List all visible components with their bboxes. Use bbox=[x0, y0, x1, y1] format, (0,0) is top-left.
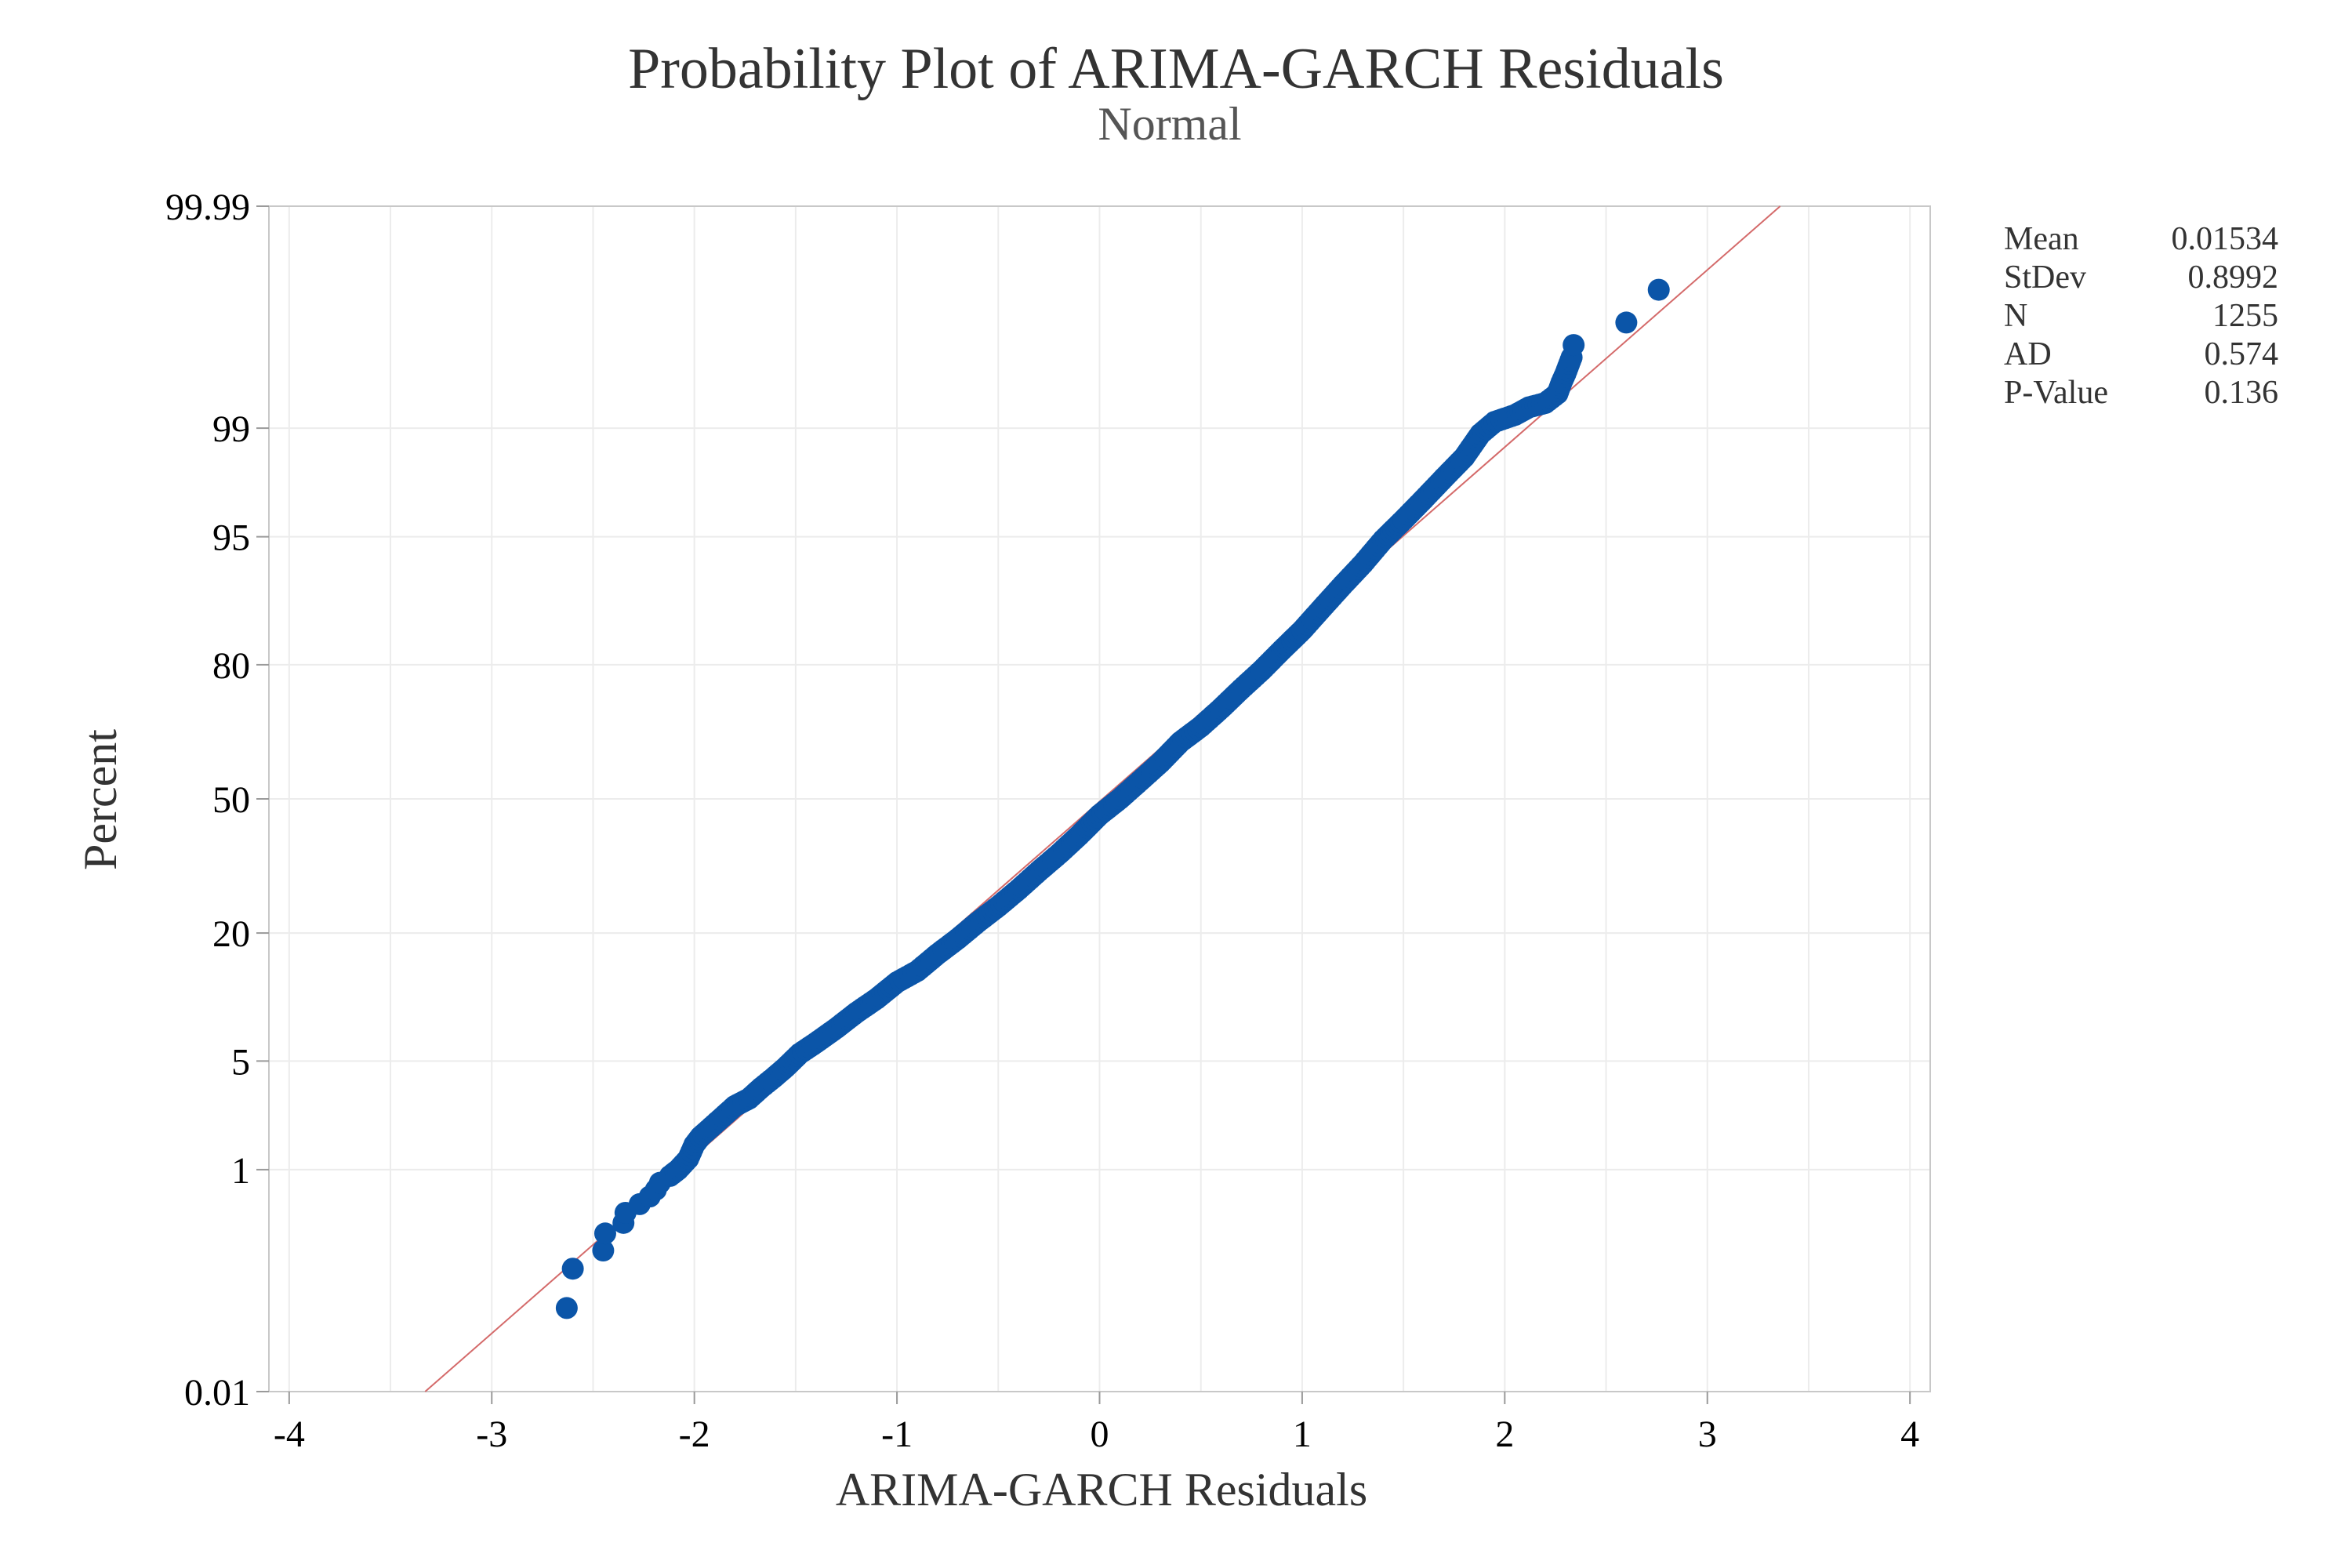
x-tick-label: -1 bbox=[881, 1414, 913, 1455]
x-tick-label: -4 bbox=[274, 1414, 305, 1455]
stat-value: 1255 bbox=[2212, 298, 2278, 334]
y-tick-label: 0.01 bbox=[184, 1372, 250, 1414]
stat-label: P-Value bbox=[2004, 375, 2108, 411]
y-tick-label: 80 bbox=[212, 645, 250, 687]
stat-value: 0.136 bbox=[2205, 375, 2279, 411]
y-tick-label: 5 bbox=[231, 1041, 250, 1083]
axis-ticks: -4 -3 -2 -1 0 1 2 3 4 0.01 1 5 20 50 80 95 99 99.99 bbox=[165, 187, 1919, 1455]
y-tick-label: 1 bbox=[231, 1150, 250, 1192]
stat-value: 0.574 bbox=[2205, 336, 2279, 372]
x-tick-label: 1 bbox=[1293, 1414, 1312, 1455]
chart-subtitle: Normal bbox=[1098, 98, 1241, 150]
data-point bbox=[555, 1297, 578, 1319]
data-points bbox=[555, 278, 1670, 1319]
y-tick-label: 99.99 bbox=[165, 187, 250, 228]
stat-label: AD bbox=[2004, 336, 2052, 372]
stat-label: StDev bbox=[2004, 260, 2086, 296]
chart-title: Probability Plot of ARIMA-GARCH Residual… bbox=[628, 37, 1724, 101]
y-tick-label: 95 bbox=[212, 517, 250, 559]
x-tick-label: -2 bbox=[679, 1414, 710, 1455]
x-tick-label: 3 bbox=[1698, 1414, 1717, 1455]
x-tick-label: 4 bbox=[1900, 1414, 1919, 1455]
data-point bbox=[592, 1240, 615, 1262]
y-tick-label: 20 bbox=[212, 913, 250, 955]
data-point bbox=[593, 1222, 616, 1245]
data-point bbox=[1615, 311, 1638, 334]
data-point bbox=[561, 1258, 584, 1280]
data-point bbox=[1647, 278, 1670, 301]
y-tick-label: 99 bbox=[212, 408, 250, 450]
grid-lines bbox=[269, 205, 1930, 1392]
x-tick-label: -3 bbox=[476, 1414, 507, 1455]
x-tick-label: 0 bbox=[1091, 1414, 1109, 1455]
data-point bbox=[1563, 334, 1585, 357]
y-axis-label: Percent bbox=[74, 729, 126, 870]
stat-value: 0.01534 bbox=[2172, 221, 2279, 257]
x-tick-label: 2 bbox=[1495, 1414, 1514, 1455]
stat-label: N bbox=[2004, 298, 2027, 334]
stat-label: Mean bbox=[2004, 221, 2079, 257]
stats-legend: Mean 0.01534 StDev 0.8992 N 1255 AD 0.574 P-Valu… bbox=[2004, 221, 2278, 411]
y-tick-label: 50 bbox=[212, 779, 250, 821]
x-axis-label: ARIMA-GARCH Residuals bbox=[836, 1464, 1367, 1515]
stat-value: 0.8992 bbox=[2188, 260, 2279, 296]
